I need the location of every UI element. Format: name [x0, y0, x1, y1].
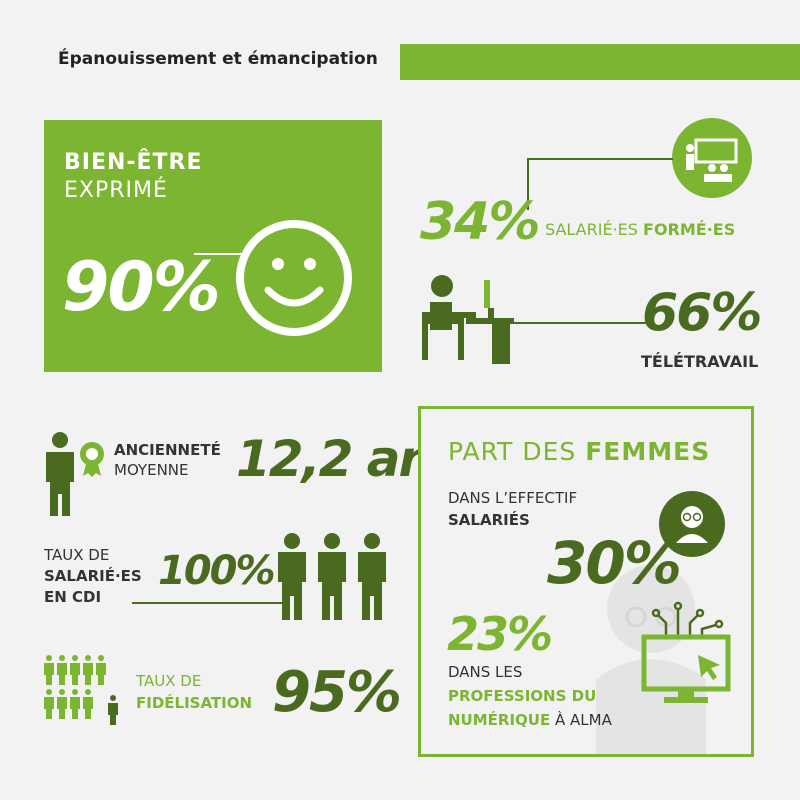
teletravail-value: 66% — [642, 283, 762, 343]
formes-label-light: SALARIÉ·ES — [545, 220, 644, 239]
formes-label: SALARIÉ·ES FORMÉ·ES — [545, 220, 735, 239]
fidelisation-value: 95% — [272, 660, 402, 725]
fidelisation-line2: FIDÉLISATION — [136, 694, 253, 712]
cdi-line3: EN CDI — [44, 588, 102, 606]
anciennete-value: 12,2 an — [236, 430, 434, 488]
formes-connector-v — [527, 158, 529, 210]
femmes-num-line1: DANS LES — [448, 663, 523, 681]
computer-circuit-icon — [641, 601, 731, 703]
teletravail-label: TÉLÉTRAVAIL — [641, 352, 759, 371]
anciennete-label-bold: ANCIENNETÉ — [114, 441, 221, 459]
formes-label-bold: FORMÉ·ES — [643, 220, 736, 239]
desk-worker-icon — [422, 275, 514, 364]
smiley-icon — [236, 220, 352, 336]
crowd-icon — [44, 655, 118, 725]
header-bar — [400, 44, 800, 80]
femmes-card: PART DES FEMMES DANS L’EFFECTIF SALARIÉS… — [418, 406, 754, 757]
woman-icon — [659, 491, 725, 557]
bien-etre-card: BIEN-ÊTRE EXPRIMÉ 90% — [44, 120, 382, 372]
femmes-num-line3: NUMÉRIQUE À ALMA — [448, 711, 612, 729]
femmes-title: PART DES FEMMES — [448, 437, 710, 466]
femmes-title-bold: FEMMES — [585, 437, 711, 466]
femmes-title-light: PART DES — [448, 437, 586, 466]
femmes-num-line2: PROFESSIONS DU — [448, 687, 597, 705]
femmes-effectif-line1: DANS L’EFFECTIF — [448, 489, 578, 507]
person-award-icon — [46, 432, 104, 516]
femmes-num-line3-bold: NUMÉRIQUE — [448, 711, 551, 729]
femmes-effectif-line2: SALARIÉS — [448, 511, 530, 529]
bien-etre-value: 90% — [62, 248, 221, 327]
femmes-num-value: 23% — [447, 607, 553, 661]
femmes-num-line3-light: À ALMA — [550, 711, 612, 729]
bien-etre-subtitle: EXPRIMÉ — [64, 178, 168, 203]
woman-silhouette-icon — [596, 565, 706, 754]
cdi-value: 100% — [158, 548, 276, 594]
page-title: Épanouissement et émancipation — [58, 49, 378, 69]
bien-etre-title: BIEN-ÊTRE — [64, 150, 203, 175]
femmes-effectif-value: 30% — [547, 529, 682, 597]
formes-connector-h — [527, 158, 673, 160]
training-icon — [672, 118, 752, 198]
anciennete-label-light: MOYENNE — [114, 461, 189, 479]
fidelisation-line1: TAUX DE — [136, 672, 202, 690]
cdi-connector — [132, 602, 282, 604]
cdi-line2: SALARIÉ·ES — [44, 567, 142, 585]
cdi-line1: TAUX DE — [44, 546, 110, 564]
bien-etre-connector — [194, 253, 244, 255]
teletravail-connector — [510, 322, 650, 324]
three-people-icon — [278, 533, 386, 620]
formes-value: 34% — [420, 192, 540, 252]
